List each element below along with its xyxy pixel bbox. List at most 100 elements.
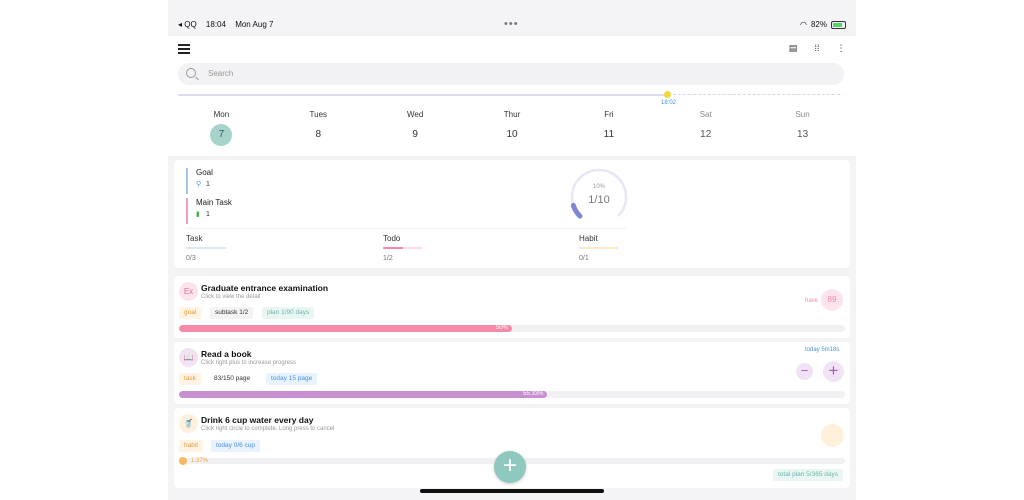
day-fri[interactable]: Fri 11 [560,110,657,150]
plan-chip: plan 1/90 days [262,307,315,319]
app-window: ◂ QQ 18:04 Mon Aug 7 ••• ◠ 82% ▤ ⁞⁞ ⋮ Se… [168,0,856,500]
day-name: Thur [503,110,521,119]
goal-card[interactable]: Ex Graduate entrance examination Click t… [174,276,850,338]
habit-stat: Habit 0/1 [579,234,679,262]
bar-chart-icon: ▮ [196,211,200,218]
daily-summary-card[interactable]: Goal ⚲ 1 Main Task ▮ 1 10% 1/10 Task 0/3 T… [174,160,850,268]
type-chip: habit [179,440,204,452]
habit-progress-dot [179,457,187,465]
task-progress-label: 55.33% [523,391,544,397]
day-number: 12 [700,129,712,140]
todo-stat-bar [383,247,423,249]
calendar-view-icon[interactable]: ▤ [788,43,798,53]
days-remaining-badge[interactable]: 89 [821,289,843,311]
task-stat-label: Task [186,234,203,243]
task-card[interactable]: 📖 Read a book Click right plus to increa… [174,342,850,404]
search-icon [186,68,196,78]
card-title: Read a book [201,349,252,359]
multitask-dots[interactable]: ••• [504,18,519,30]
header: ▤ ⁞⁞ ⋮ Search 18:02 Mon 7 Tues 8 Wed 9 [168,36,856,156]
day-number: 7 [210,124,233,146]
have-label: have [805,298,819,304]
timeline-remaining [673,94,840,95]
cup-icon: 🥤 [179,414,198,433]
day-name: Sat [699,110,712,119]
more-options-icon[interactable]: ⋮ [836,43,846,53]
total-plan-chip: total plan 5/365 days [773,469,843,481]
main-task-legend: Main Task ▮ 1 [186,198,232,224]
day-tue[interactable]: Tues 8 [270,110,367,150]
day-number: 9 [412,129,418,140]
card-subtitle: Click to view the detail [201,294,261,300]
day-sun[interactable]: Sun 13 [754,110,851,150]
home-indicator[interactable] [420,489,604,493]
exam-icon: Ex [179,282,198,301]
ring-graphic [569,167,629,227]
todo-stat-label: Todo [383,234,401,243]
menu-icon[interactable] [178,44,190,54]
ring-progress-arc [569,167,629,227]
main-task-count: 1 [206,211,210,218]
ring-fraction: 1/10 [588,194,610,206]
timeline-elapsed [178,94,668,96]
todo-stat-value: 1/2 [383,255,393,262]
date-label: Mon Aug 7 [235,20,274,29]
day-number: 13 [797,129,809,140]
day-number: 8 [315,129,322,140]
time-spent-label: today 5m18s [805,347,840,353]
type-chip: task [179,373,201,385]
current-time-label: 18:02 [661,100,677,106]
goal-count: 1 [206,181,210,188]
battery-icon [831,20,846,29]
day-number: 10 [506,129,518,140]
pin-icon: ⚲ [196,181,202,188]
carrier-label: ◂ QQ [178,20,197,29]
day-wed[interactable]: Wed 9 [367,110,464,150]
day-name: Tues [309,110,328,119]
complete-circle-button[interactable] [821,424,844,447]
day-name: Fri [604,110,614,119]
status-bar: ◂ QQ 18:04 Mon Aug 7 ••• ◠ 82% [168,18,856,32]
task-stat-bar [186,247,226,249]
habit-progress-label: 1.37% [191,458,209,464]
add-button[interactable]: + [494,451,526,483]
increase-button[interactable]: + [823,361,844,382]
habit-stat-label: Habit [579,234,598,243]
goal-legend: Goal ⚲ 1 [186,168,213,194]
habit-stat-bar [579,247,619,249]
task-progress-bar: 55.33% [179,391,845,398]
battery-percent: 82% [810,20,827,29]
day-mon[interactable]: Mon 7 [173,110,270,150]
wifi-icon: ◠ [800,20,807,29]
summary-divider [186,228,436,229]
day-sat[interactable]: Sat 12 [657,110,754,150]
goal-progress-bar: 50% [179,325,845,332]
card-subtitle: Click right plus to increase progress [201,360,297,366]
goal-progress-fill: 50% [179,325,512,332]
main-task-label: Main Task [196,198,232,207]
decrease-button[interactable]: − [796,363,813,380]
search-placeholder: Search [208,69,234,78]
day-number: 11 [603,129,615,140]
clock: 18:04 [205,20,226,29]
day-thu[interactable]: Thur 10 [464,110,561,150]
grid-view-icon[interactable]: ⁞⁞ [814,43,820,53]
days-remaining-value: 89 [827,295,837,304]
subtask-chip: subtask 1/2 [210,307,254,319]
day-name: Sun [795,110,810,119]
today-chip: today 15 page [266,373,318,385]
progress-ring: 10% 1/10 [569,167,629,227]
task-stat: Task 0/3 [186,234,286,262]
pages-chip: 83/150 page [209,373,256,385]
day-name: Wed [406,110,424,119]
current-time-marker [664,91,671,98]
type-chip: goal [179,307,202,319]
day-name: Mon [213,110,230,119]
todo-stat: Todo 1/2 [383,234,483,262]
card-subtitle: Click right circle to complete, Long pre… [201,426,335,432]
summary-divider [436,228,626,229]
today-chip: today 0/6 cup [211,440,261,452]
week-strip: Mon 7 Tues 8 Wed 9 Thur 10 Fri 11 Sat 12 [173,110,851,150]
search-bar[interactable]: Search [178,63,844,85]
habit-stat-value: 0/1 [579,255,589,262]
